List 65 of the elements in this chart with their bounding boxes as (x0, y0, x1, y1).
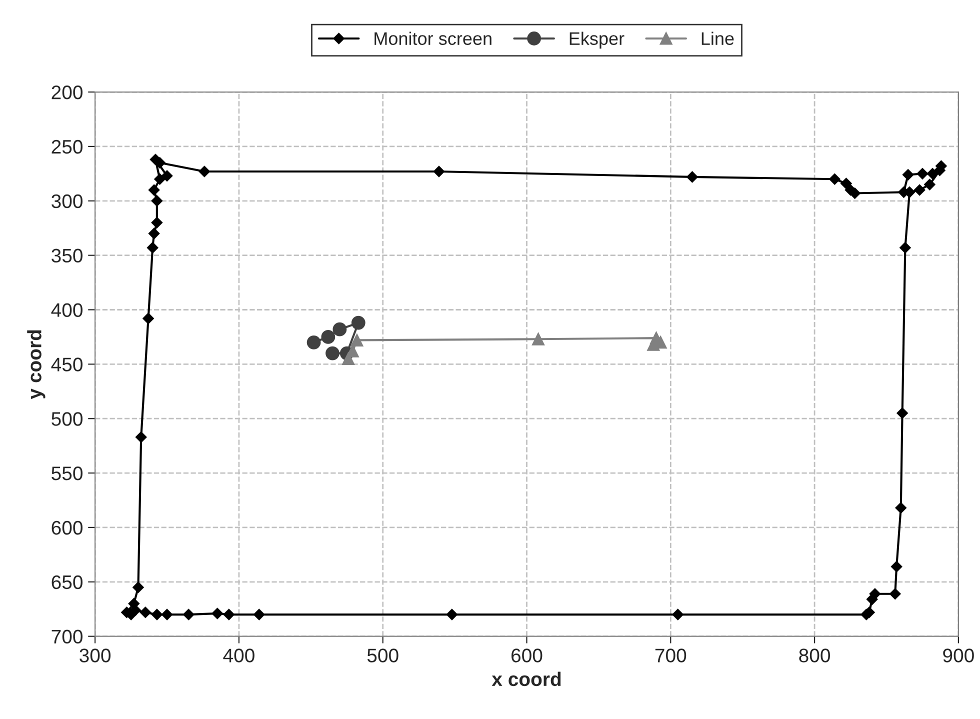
y-tick-label: 500 (52, 412, 82, 426)
point (672, 608, 684, 620)
y-tick-label: 450 (51, 358, 82, 372)
y-tick-label: 350 (52, 248, 82, 263)
point (914, 184, 926, 196)
point (866, 594, 878, 605)
legend-label: Line (702, 32, 734, 45)
legend-label: Eksper (570, 32, 624, 49)
legend-label: Monitor screen (374, 32, 492, 45)
point (136, 432, 147, 443)
point (829, 174, 840, 185)
x-tick-label: 700 (655, 648, 686, 662)
point (532, 332, 545, 346)
point (151, 195, 163, 206)
y-tick-label: 550 (52, 466, 82, 480)
point (132, 582, 144, 593)
point (840, 178, 852, 190)
x-tick-label: 900 (943, 648, 974, 662)
x-axis-title: x coord (492, 672, 561, 686)
point (446, 608, 458, 620)
point (253, 608, 265, 620)
point (161, 170, 173, 182)
x-tick-label: 300 (80, 648, 111, 662)
point (321, 330, 336, 344)
point (916, 168, 928, 180)
y-tick-label: 250 (52, 140, 82, 154)
x-tick-label: 800 (799, 648, 830, 662)
y-tick-label: 700 (52, 630, 82, 644)
point (895, 502, 906, 514)
point (182, 608, 194, 620)
y-axis-title: y coord (27, 330, 46, 400)
point (151, 217, 163, 228)
point (154, 174, 166, 185)
point (148, 228, 160, 240)
point (128, 598, 140, 610)
point (147, 242, 158, 254)
y-tick-label: 300 (52, 194, 82, 208)
point (306, 335, 321, 350)
y-tick-label: 600 (52, 520, 82, 535)
point (924, 178, 936, 190)
x-tick-label: 500 (367, 648, 398, 662)
y-tick-label: 200 (52, 86, 82, 100)
point (148, 184, 160, 196)
point (326, 346, 340, 360)
x-tick-label: 600 (512, 648, 542, 662)
point (151, 608, 163, 620)
point (350, 334, 364, 346)
point (351, 316, 366, 330)
point (212, 608, 223, 620)
point (900, 242, 911, 254)
y-tick-label: 400 (51, 303, 82, 317)
point (433, 166, 445, 178)
point (223, 608, 234, 620)
point (332, 322, 347, 336)
x-tick-label: 400 (223, 648, 254, 662)
point (890, 561, 902, 572)
y-tick-label: 650 (52, 575, 82, 590)
point (142, 312, 154, 324)
point (890, 588, 901, 600)
point (198, 166, 210, 178)
point (902, 169, 914, 180)
point (140, 606, 152, 618)
point (686, 171, 698, 183)
point (896, 408, 908, 419)
point (161, 608, 173, 620)
